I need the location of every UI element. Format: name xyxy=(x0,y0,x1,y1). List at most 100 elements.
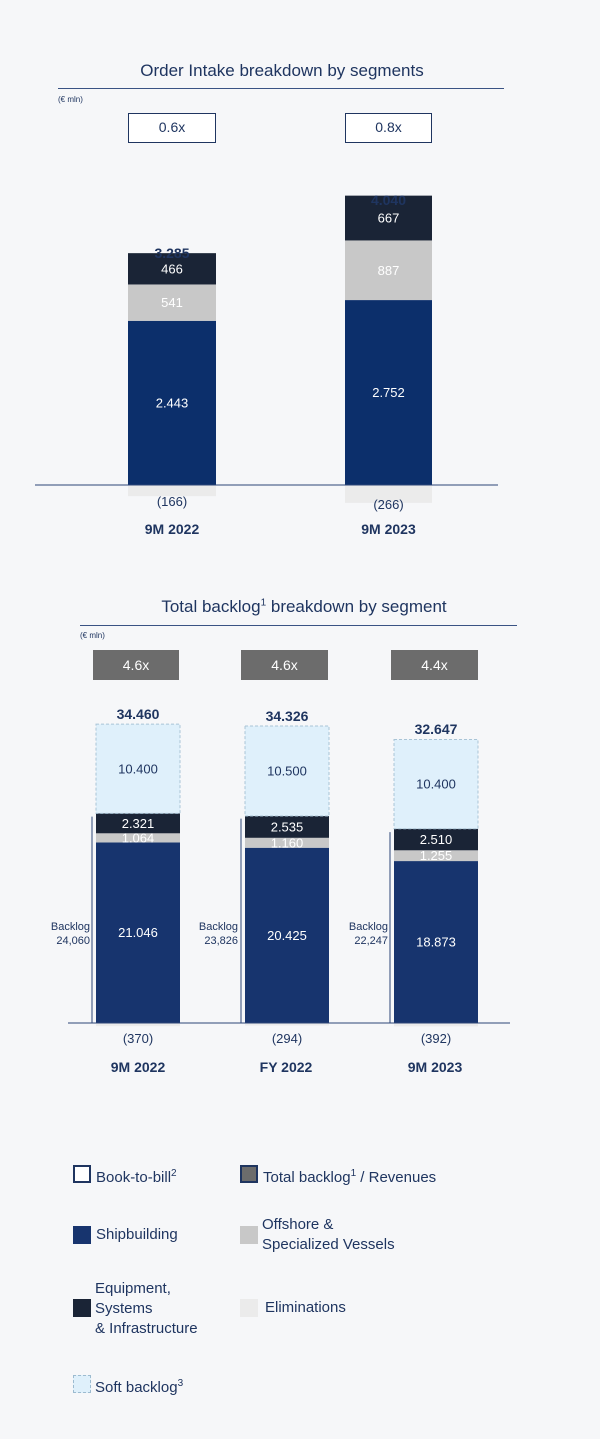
legend-text: Specialized Vessels xyxy=(262,1236,395,1253)
order-intake-chart: 2.443 541 466 2.752 887 667 xyxy=(35,195,498,503)
bar-offshore-specialized-vessels-9m-2022 xyxy=(96,833,180,843)
bar-label-shipbuilding-9m-2022: 2.443 xyxy=(156,395,189,410)
backlog-total-9m2023: 32.647 xyxy=(414,721,458,737)
legend-text: Equipment, xyxy=(95,1280,171,1297)
backlog-side-9m2022: Backlog 24,060 xyxy=(30,920,90,948)
book-to-bill-9m2022: 0.6x xyxy=(128,113,216,143)
backlog-revenue-ratio-fy2022: 4.6x xyxy=(241,650,328,680)
bar-label-offshore-9m-2023: 1.255 xyxy=(420,848,453,863)
bar-label-soft-9m-2023: 10.400 xyxy=(416,777,456,792)
backlog-side-value: 23,826 xyxy=(204,935,238,947)
bar-eliminations-9m-2022 xyxy=(128,485,216,497)
bar-eliminations-9m-2023 xyxy=(345,485,432,503)
backlog-elim-label-9m2023: (392) xyxy=(420,1031,452,1046)
bar-offshore-specialized-vessels-9m-2023 xyxy=(394,850,478,862)
backlog-category-9m2023: 9M 2023 xyxy=(407,1059,463,1075)
legend-swatch-soft-backlog xyxy=(73,1375,91,1393)
bar-label-soft-fy-2022: 10.500 xyxy=(267,764,307,779)
legend-swatch-total-backlog xyxy=(240,1165,258,1183)
bar-label-shipbuilding-fy-2022: 20.425 xyxy=(267,928,307,943)
order-intake-title: Order Intake breakdown by segments xyxy=(140,61,424,80)
bar-eliminations-9m-2022 xyxy=(96,1023,180,1027)
backlog-revenue-ratio-9m2023: 4.4x xyxy=(391,650,478,680)
bar-label-soft-9m-2022: 10.400 xyxy=(118,761,158,776)
bar-equipment-systems-infrastructure-9m-2023 xyxy=(345,195,432,241)
legend-swatch-offshore xyxy=(240,1226,258,1244)
bar-label-shipbuilding-9m-2023: 2.752 xyxy=(372,385,405,400)
legend-text: Soft backlog xyxy=(95,1379,178,1396)
bar-shipbuilding-9m-2023 xyxy=(394,861,478,1023)
backlog-title-rule xyxy=(80,625,517,626)
legend-swatch-shipbuilding xyxy=(73,1226,91,1244)
backlog-total-fy2022: 34.326 xyxy=(265,708,309,724)
bar-label-offshore-9m-2023: 887 xyxy=(378,263,400,278)
legend-sup: 1 xyxy=(350,1168,357,1179)
backlog-title-footnote: 1 xyxy=(260,597,267,609)
legend-label-eliminations: Eliminations xyxy=(265,1299,346,1316)
backlog-side-9m2023: Backlog 22,247 xyxy=(328,920,388,948)
bar-shipbuilding-9m-2023 xyxy=(345,300,432,485)
bar-offshore-specialized-vessels-9m-2022 xyxy=(128,284,216,321)
legend-label-shipbuilding: Shipbuilding xyxy=(96,1226,178,1243)
backlog-side-value: 24,060 xyxy=(56,935,90,947)
backlog-unit: (€ mln) xyxy=(80,631,105,640)
backlog-side-value: 22,247 xyxy=(354,935,388,947)
backlog-title-rest: breakdown by segment xyxy=(266,597,447,616)
legend-text: & Infrastructure xyxy=(95,1320,198,1337)
legend-swatch-book-to-bill xyxy=(73,1165,91,1183)
legend-sup: 2 xyxy=(171,1168,177,1179)
bar-eliminations-fy-2022 xyxy=(245,1023,329,1026)
bar-equipment-systems-infrastructure-9m-2022 xyxy=(96,813,180,834)
order-intake-unit: (€ mln) xyxy=(58,95,83,104)
bar-equipment-systems-infrastructure-9m-2023 xyxy=(394,828,478,851)
bar-label-offshore-9m-2022: 541 xyxy=(161,295,183,310)
backlog-side-fy2022: Backlog 23,826 xyxy=(178,920,238,948)
backlog-total-9m2022: 34.460 xyxy=(116,706,160,722)
order-intake-category-9m2023: 9M 2023 xyxy=(361,521,416,537)
backlog-side-label: Backlog xyxy=(198,921,238,933)
bar-label-equipment-fy-2022: 2.535 xyxy=(271,819,304,834)
order-intake-elim-label-9m2023: (266) xyxy=(373,497,404,512)
bar-soft-backlog-9m-2022 xyxy=(95,723,181,814)
bar-label-equipment-9m-2022: 2.321 xyxy=(122,816,155,831)
backlog-side-label: Backlog xyxy=(50,921,90,933)
bar-offshore-specialized-vessels-fy-2022 xyxy=(245,837,329,848)
backlog-elim-label-fy2022: (294) xyxy=(271,1031,303,1046)
backlog-category-9m2022: 9M 2022 xyxy=(110,1059,166,1075)
legend-label-book-to-bill: Book-to-bill2 xyxy=(96,1164,177,1188)
order-intake-elim-label-9m2022: (166) xyxy=(156,494,188,509)
bar-shipbuilding-9m-2022 xyxy=(96,842,180,1023)
legend-swatch-equipment xyxy=(73,1299,91,1317)
backlog-category-fy2022: FY 2022 xyxy=(259,1059,313,1075)
legend-label-offshore: Offshore & Specialized Vessels xyxy=(262,1215,395,1255)
legend-label-total-backlog: Total backlog1 / Revenues xyxy=(263,1164,436,1188)
bar-shipbuilding-9m-2022 xyxy=(128,320,216,485)
book-to-bill-9m2023: 0.8x xyxy=(345,113,432,143)
bar-label-equipment-9m-2022: 466 xyxy=(161,261,183,276)
legend-swatch-eliminations xyxy=(240,1299,258,1317)
bar-label-equipment-9m-2023: 667 xyxy=(378,211,400,226)
backlog-title: Total backlog1 breakdown by segment xyxy=(90,597,518,617)
legend-text: Systems xyxy=(95,1300,153,1317)
bar-equipment-systems-infrastructure-9m-2022 xyxy=(128,253,216,285)
legend-text: Offshore & xyxy=(262,1216,334,1233)
order-intake-total-9m2023: 4.040 xyxy=(370,192,407,208)
bar-label-shipbuilding-9m-2022: 21.046 xyxy=(118,925,158,940)
bar-offshore-specialized-vessels-9m-2023 xyxy=(345,240,432,301)
backlog-title-main: Total backlog xyxy=(161,597,261,616)
bar-equipment-systems-infrastructure-fy-2022 xyxy=(245,816,329,838)
order-intake-title-rule xyxy=(58,88,504,89)
bar-label-offshore-9m-2022: 1.064 xyxy=(122,830,155,845)
legend-label-soft-backlog: Soft backlog3 xyxy=(95,1374,183,1398)
legend-text: Book-to-bill xyxy=(96,1169,172,1186)
backlog-elim-label-9m2022: (370) xyxy=(122,1031,154,1046)
legend-label-equipment: Equipment, Systems & Infrastructure xyxy=(95,1279,198,1339)
backlog-revenue-ratio-9m2022: 4.6x xyxy=(93,650,179,680)
legend-sup: 3 xyxy=(177,1378,184,1389)
bar-soft-backlog-9m-2023 xyxy=(393,739,479,830)
order-intake-category-9m2022: 9M 2022 xyxy=(144,521,200,537)
legend-text: / Revenues xyxy=(356,1169,437,1186)
order-intake-total-9m2022: 3.285 xyxy=(154,245,190,261)
legend-text: Total backlog xyxy=(263,1169,351,1186)
